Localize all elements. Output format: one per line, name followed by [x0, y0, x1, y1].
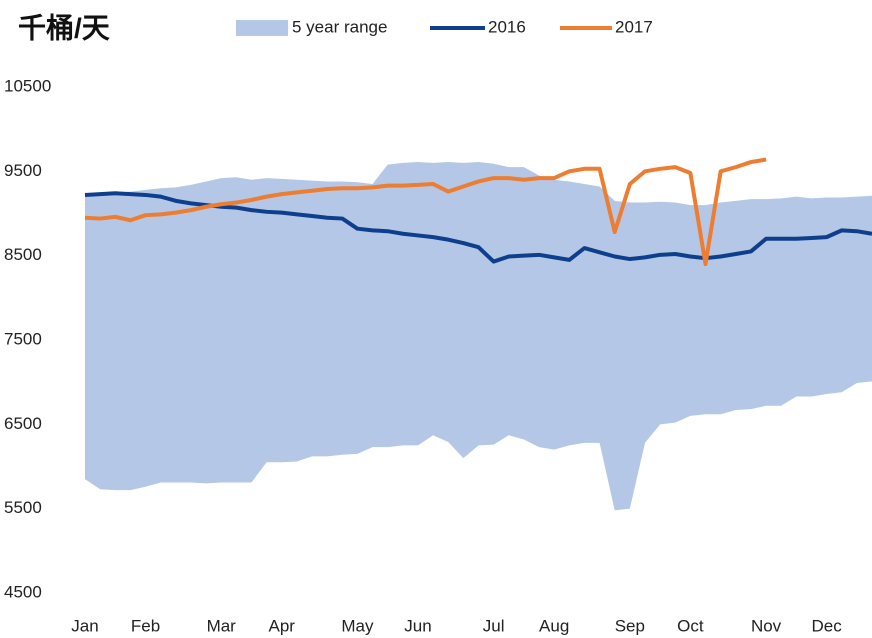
legend-label: 5 year range — [292, 17, 387, 36]
x-tick-label: Nov — [751, 616, 782, 635]
x-tick-label: Sep — [615, 616, 645, 635]
y-tick-label: 6500 — [4, 414, 42, 433]
x-tick-label: Apr — [269, 616, 296, 635]
range-area — [85, 162, 872, 511]
y-tick-label: 9500 — [4, 161, 42, 180]
x-tick-label: Jun — [404, 616, 431, 635]
series-line — [84, 157, 767, 267]
y-tick-label: 10500 — [4, 76, 51, 95]
x-tick-label: May — [341, 616, 374, 635]
x-tick-label: Mar — [207, 616, 237, 635]
x-tick-label: Jan — [71, 616, 98, 635]
x-tick-label: Feb — [131, 616, 160, 635]
y-tick-label: 7500 — [4, 329, 42, 348]
chart-title: 千桶/天 — [18, 12, 110, 43]
x-tick-label: Aug — [539, 616, 569, 635]
x-tick-label: Dec — [811, 616, 842, 635]
y-tick-label: 4500 — [4, 582, 42, 601]
legend-label: 2017 — [615, 17, 653, 36]
y-tick-label: 8500 — [4, 245, 42, 264]
y-tick-label: 5500 — [4, 498, 42, 517]
legend-swatch — [236, 20, 288, 36]
x-tick-label: Jul — [483, 616, 505, 635]
x-tick-label: Oct — [677, 616, 704, 635]
legend-label: 2016 — [488, 17, 526, 36]
